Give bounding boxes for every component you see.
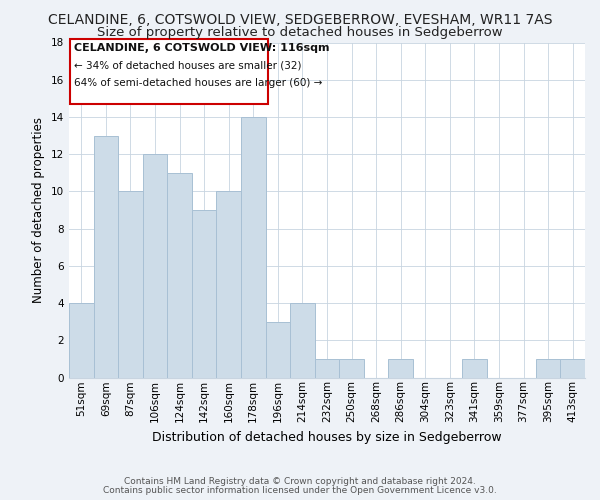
Text: Size of property relative to detached houses in Sedgeberrow: Size of property relative to detached ho… xyxy=(97,26,503,39)
Bar xyxy=(462,359,487,378)
Text: Contains HM Land Registry data © Crown copyright and database right 2024.: Contains HM Land Registry data © Crown c… xyxy=(124,477,476,486)
Bar xyxy=(217,192,241,378)
Bar xyxy=(560,359,585,378)
Bar xyxy=(118,192,143,378)
Bar xyxy=(192,210,217,378)
Bar xyxy=(290,303,315,378)
Bar xyxy=(536,359,560,378)
Bar xyxy=(315,359,339,378)
Bar xyxy=(94,136,118,378)
Bar xyxy=(241,117,266,378)
FancyBboxPatch shape xyxy=(70,39,268,104)
Bar xyxy=(339,359,364,378)
Bar xyxy=(167,173,192,378)
Text: CELANDINE, 6 COTSWOLD VIEW: 116sqm: CELANDINE, 6 COTSWOLD VIEW: 116sqm xyxy=(74,44,329,54)
Bar xyxy=(388,359,413,378)
Text: ← 34% of detached houses are smaller (32): ← 34% of detached houses are smaller (32… xyxy=(74,60,301,70)
Bar xyxy=(266,322,290,378)
Text: 64% of semi-detached houses are larger (60) →: 64% of semi-detached houses are larger (… xyxy=(74,78,322,88)
Text: CELANDINE, 6, COTSWOLD VIEW, SEDGEBERROW, EVESHAM, WR11 7AS: CELANDINE, 6, COTSWOLD VIEW, SEDGEBERROW… xyxy=(48,12,552,26)
Bar xyxy=(69,303,94,378)
Text: Contains public sector information licensed under the Open Government Licence v3: Contains public sector information licen… xyxy=(103,486,497,495)
Y-axis label: Number of detached properties: Number of detached properties xyxy=(32,117,46,303)
Bar xyxy=(143,154,167,378)
X-axis label: Distribution of detached houses by size in Sedgeberrow: Distribution of detached houses by size … xyxy=(152,430,502,444)
